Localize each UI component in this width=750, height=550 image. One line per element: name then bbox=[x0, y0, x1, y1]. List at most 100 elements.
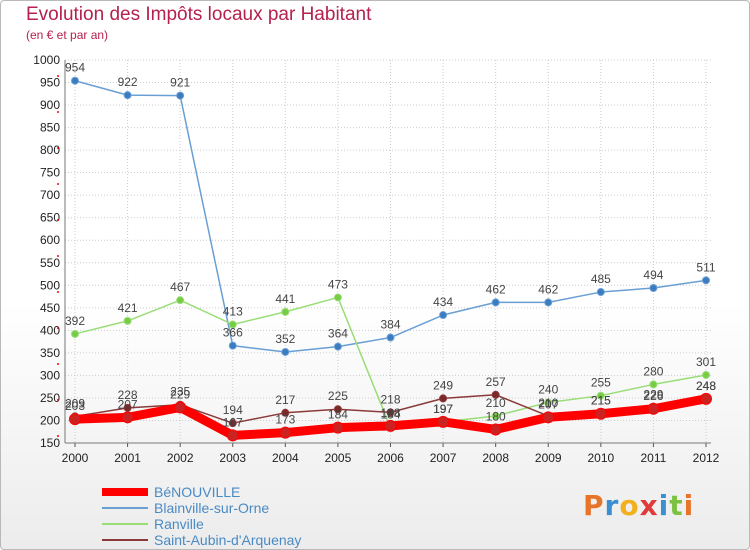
data-label: 364 bbox=[328, 327, 348, 341]
data-point bbox=[386, 333, 395, 342]
data-point bbox=[279, 426, 292, 439]
data-label: 218 bbox=[380, 392, 400, 406]
data-label: 462 bbox=[486, 282, 506, 296]
data-label: 188 bbox=[380, 406, 400, 420]
data-label: 173 bbox=[275, 413, 295, 427]
data-label: 473 bbox=[328, 277, 348, 291]
chart-subtitle: (en € et par an) bbox=[26, 28, 109, 42]
data-point bbox=[437, 415, 450, 428]
x-tick-label: 2005 bbox=[325, 451, 352, 465]
data-point bbox=[439, 394, 448, 403]
logo-letter: t bbox=[669, 489, 684, 522]
data-label: 229 bbox=[643, 387, 663, 401]
legend-label: Blainville-sur-Orne bbox=[154, 500, 269, 516]
data-point bbox=[174, 401, 187, 414]
data-label: 207 bbox=[538, 397, 558, 411]
data-label: 280 bbox=[643, 364, 663, 378]
data-label: 467 bbox=[170, 280, 190, 294]
x-tick-label: 2003 bbox=[219, 451, 246, 465]
y-tick-label: 200 bbox=[40, 413, 60, 427]
data-label: 240 bbox=[538, 382, 558, 396]
data-point bbox=[439, 311, 448, 320]
data-point bbox=[384, 419, 397, 432]
y-tick-label: 400 bbox=[40, 323, 60, 337]
data-point bbox=[71, 329, 79, 338]
y-tick-label: 250 bbox=[40, 391, 60, 405]
logo-letter: x bbox=[639, 489, 659, 522]
data-point bbox=[649, 380, 658, 389]
data-label: 235 bbox=[170, 385, 190, 399]
x-tick-label: 2004 bbox=[272, 451, 299, 465]
data-label: 209 bbox=[65, 396, 85, 410]
data-label: 485 bbox=[591, 272, 611, 286]
data-point bbox=[491, 298, 500, 307]
data-label: 180 bbox=[486, 409, 506, 423]
axes: 150 200 250 300 350 400 450 500 550 600 650 700 750 8… bbox=[33, 53, 719, 465]
data-point bbox=[69, 413, 81, 426]
data-label: 462 bbox=[538, 282, 558, 296]
y-tick-label: 550 bbox=[40, 256, 60, 270]
data-point bbox=[281, 347, 290, 356]
y-tick-label: 750 bbox=[40, 166, 60, 180]
data-point bbox=[331, 421, 344, 434]
data-point bbox=[176, 91, 185, 100]
logo-letter: P bbox=[583, 489, 605, 522]
y-tick-label: 900 bbox=[40, 98, 60, 112]
data-label: 366 bbox=[223, 326, 243, 340]
data-point bbox=[228, 341, 237, 350]
data-point bbox=[176, 296, 185, 305]
y-tick-label: 300 bbox=[40, 368, 60, 382]
data-point bbox=[386, 408, 395, 417]
data-label: 225 bbox=[328, 389, 348, 403]
logo-letter: o bbox=[619, 489, 640, 522]
data-label: 352 bbox=[275, 332, 295, 346]
y-tick-label: 600 bbox=[40, 233, 60, 247]
x-tick-label: 2008 bbox=[482, 451, 509, 465]
y-tick-label: 950 bbox=[40, 76, 60, 90]
data-point bbox=[71, 76, 79, 85]
y-tick-label: 1000 bbox=[33, 53, 60, 67]
x-tick-label: 2012 bbox=[693, 451, 720, 465]
logo-letter: r bbox=[604, 489, 620, 522]
data-point bbox=[228, 320, 237, 329]
data-label: 215 bbox=[591, 394, 611, 408]
data-label: 194 bbox=[223, 403, 243, 417]
data-point bbox=[702, 370, 710, 379]
data-label: 207 bbox=[118, 397, 138, 411]
data-point bbox=[281, 408, 290, 417]
data-point bbox=[542, 411, 555, 424]
data-label: 210 bbox=[538, 396, 558, 410]
data-point bbox=[228, 419, 237, 428]
data-label: 434 bbox=[433, 295, 453, 309]
legend-label: Ranville bbox=[154, 516, 204, 532]
data-point bbox=[491, 390, 500, 399]
data-label: 392 bbox=[65, 314, 85, 328]
data-point bbox=[123, 91, 132, 100]
data-label: 228 bbox=[118, 388, 138, 402]
data-label: 210 bbox=[486, 396, 506, 410]
data-label: 203 bbox=[65, 399, 85, 413]
proxiti-logo: Proxiti bbox=[583, 489, 694, 522]
series-layer bbox=[69, 76, 712, 442]
data-label: 413 bbox=[223, 304, 243, 318]
chart-title: Evolution des Impôts locaux par Habitant bbox=[26, 4, 372, 25]
data-label: 184 bbox=[328, 408, 348, 422]
x-tick-label: 2000 bbox=[62, 451, 89, 465]
data-point bbox=[544, 398, 553, 407]
data-label: 494 bbox=[643, 268, 663, 282]
data-point bbox=[281, 307, 290, 316]
data-point bbox=[596, 391, 605, 400]
data-point bbox=[333, 293, 342, 302]
data-point bbox=[123, 316, 132, 325]
data-label: 954 bbox=[65, 61, 85, 75]
logo-letter: i bbox=[683, 489, 695, 522]
legend: BéNOUVILLEBlainville-sur-OrneRanvilleSai… bbox=[102, 484, 301, 548]
data-label: 921 bbox=[170, 76, 190, 90]
data-label: 421 bbox=[118, 301, 138, 315]
data-label: 167 bbox=[223, 415, 243, 429]
data-label: 215 bbox=[591, 394, 611, 408]
data-point bbox=[700, 392, 712, 405]
data-point bbox=[491, 411, 500, 420]
